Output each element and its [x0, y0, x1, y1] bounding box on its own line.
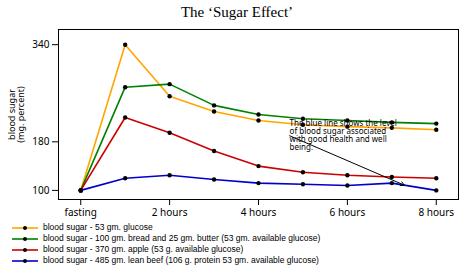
svg-text:blood sugar(mg. percent): blood sugar(mg. percent) [5, 86, 27, 143]
html-text:blood sugar - 485 gm. lean bee: blood sugar - 485 gm. lean beef (106 g. … [43, 255, 319, 265]
html-text:blood sugar - 370 gm. apple (5: blood sugar - 370 gm. apple (53 g. avail… [43, 244, 244, 254]
html-text:blood sugar - 53 gm. glucose: blood sugar - 53 gm. glucose [43, 222, 153, 232]
svg-text:180: 180 [32, 134, 49, 148]
html-text:blood sugar - 100 gm. bread an: blood sugar - 100 gm. bread and 25 gm. b… [43, 233, 321, 243]
svg-text:100: 100 [32, 183, 49, 197]
svg-text:6 hours: 6 hours [330, 205, 366, 219]
svg-text:8 hours: 8 hours [418, 205, 454, 219]
svg-text:2 hours: 2 hours [152, 205, 188, 219]
html-text:The ‘Sugar Effect’: The ‘Sugar Effect’ [180, 4, 294, 20]
svg-text:340: 340 [32, 37, 49, 51]
svg-text:4 hours: 4 hours [241, 205, 277, 219]
svg-text:The blue line shows the levelo: The blue line shows the levelof blood su… [290, 117, 397, 152]
svg-text:fasting: fasting [65, 205, 97, 219]
